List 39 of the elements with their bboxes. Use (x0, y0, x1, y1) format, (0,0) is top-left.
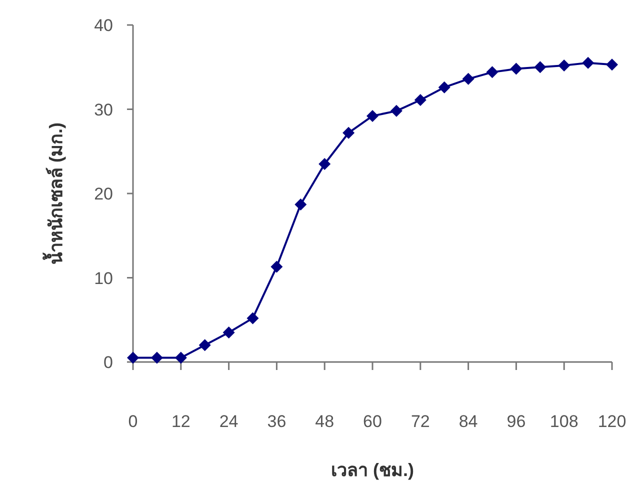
x-tick-label: 96 (506, 412, 526, 431)
point (294, 198, 307, 210)
x-tick-label: 24 (219, 412, 238, 431)
point (534, 61, 546, 74)
point (606, 58, 618, 71)
y-axis-title: น้ำหนักเซลล์ (มก.) (42, 122, 66, 264)
x-tick-label: 48 (315, 412, 334, 431)
x-tick-label: 0 (128, 412, 138, 431)
x-tick-label: 12 (171, 412, 190, 431)
point (150, 352, 163, 364)
y-tick-label: 0 (104, 353, 113, 372)
x-axis-title: เวลา (ชม.) (331, 460, 414, 480)
point (438, 81, 450, 94)
y-tick-label: 10 (94, 268, 113, 288)
point (558, 59, 570, 72)
x-tick-label: 60 (363, 412, 382, 431)
x-tick-label: 36 (267, 412, 286, 431)
point (174, 352, 187, 364)
point (486, 66, 498, 78)
y-tick-label: 30 (94, 100, 113, 120)
point (270, 260, 283, 273)
point (198, 339, 211, 352)
x-tick-label: 84 (458, 412, 478, 431)
point (510, 62, 522, 75)
point (462, 72, 474, 85)
y-tick-label: 40 (94, 16, 113, 35)
point (246, 312, 259, 324)
point (318, 158, 331, 170)
point (414, 94, 426, 106)
x-tick-label: 72 (410, 412, 430, 431)
point (366, 110, 378, 122)
point (127, 352, 139, 364)
point (390, 104, 402, 117)
x-tick-label: 108 (550, 412, 578, 431)
point (222, 326, 235, 339)
y-tick-label: 20 (94, 184, 113, 204)
point (582, 56, 594, 69)
x-tick-label: 120 (598, 412, 626, 431)
point (342, 126, 355, 139)
